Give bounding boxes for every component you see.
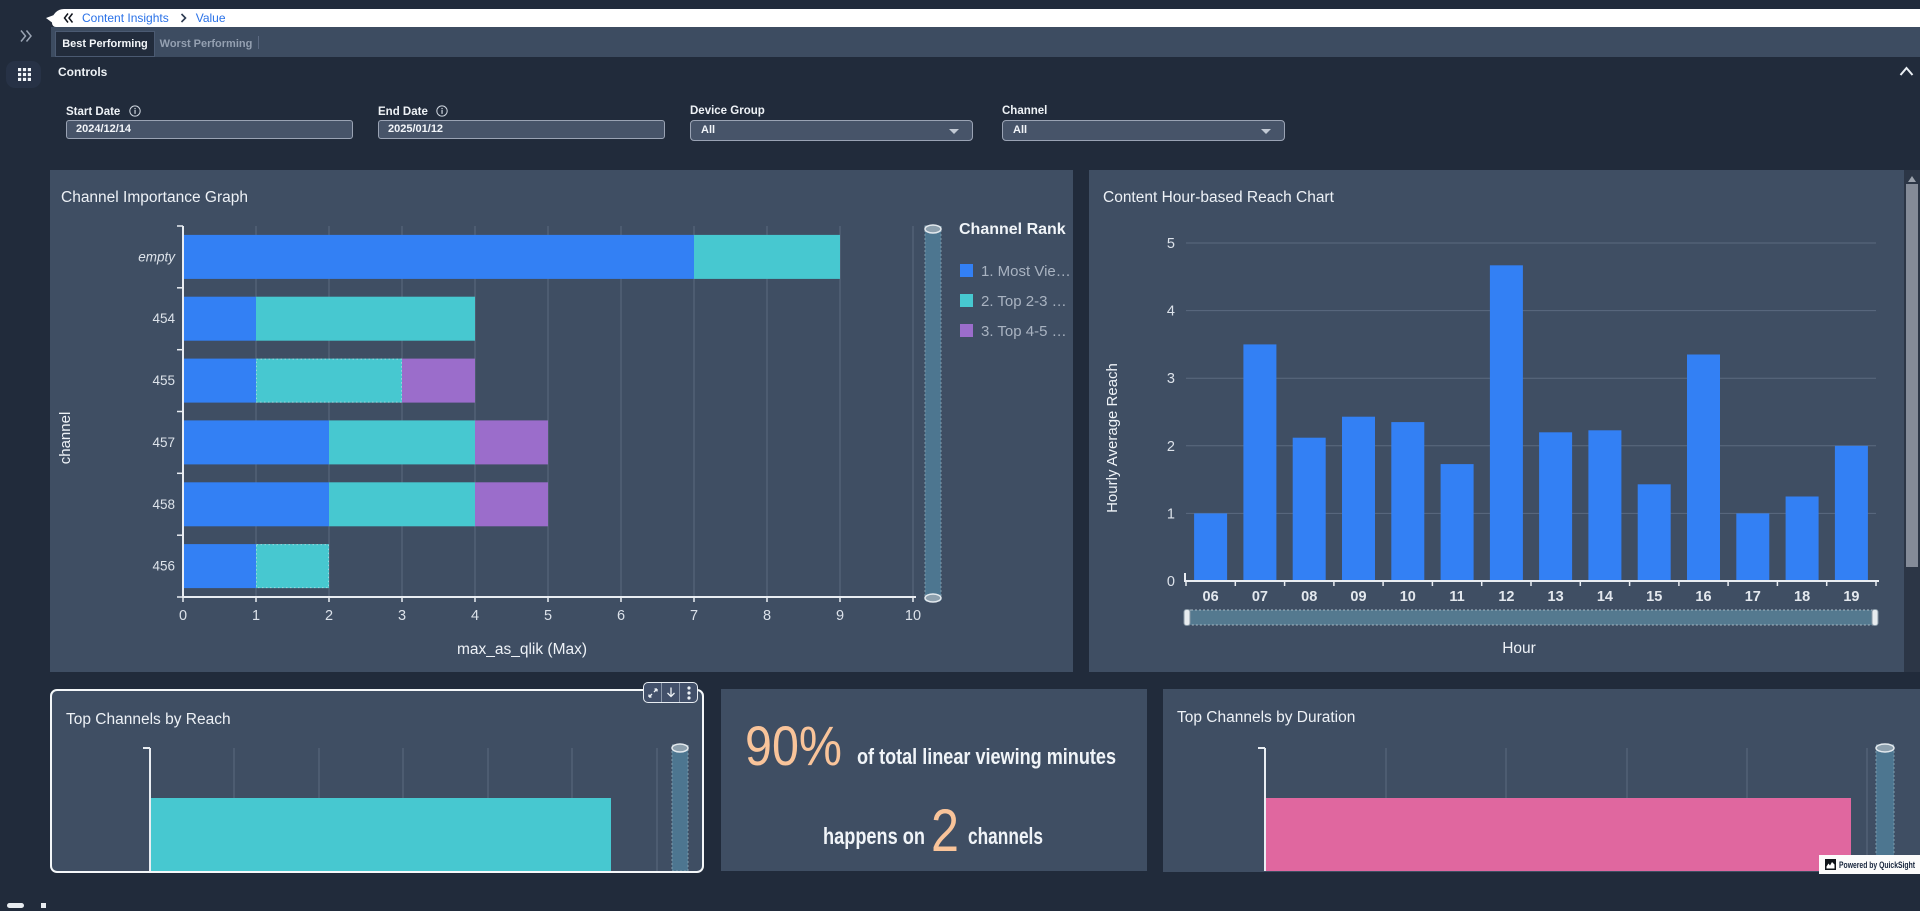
svg-text:16: 16 [1695, 589, 1711, 605]
svg-text:19: 19 [1843, 589, 1859, 605]
svg-text:channels: channels [968, 823, 1043, 849]
svg-text:455: 455 [152, 373, 175, 388]
svg-text:Hour: Hour [1502, 640, 1536, 657]
svg-text:3: 3 [398, 608, 406, 624]
svg-text:456: 456 [152, 559, 175, 574]
svg-text:2: 2 [325, 608, 333, 624]
svg-text:6: 6 [617, 608, 625, 624]
svg-text:12: 12 [1498, 589, 1514, 605]
svg-text:0: 0 [179, 608, 187, 624]
svg-text:2: 2 [931, 797, 959, 864]
svg-text:3. Top 4-5 …: 3. Top 4-5 … [981, 323, 1067, 340]
svg-text:9: 9 [836, 608, 844, 624]
svg-text:454: 454 [152, 311, 175, 326]
svg-text:10: 10 [905, 608, 921, 624]
svg-text:3: 3 [1167, 371, 1175, 387]
svg-text:Powered by QuickSight: Powered by QuickSight [1839, 860, 1915, 870]
svg-text:max_as_qlik (Max): max_as_qlik (Max) [457, 641, 587, 658]
svg-text:1. Most Vie…: 1. Most Vie… [981, 263, 1071, 280]
svg-text:2. Top 2-3 …: 2. Top 2-3 … [981, 293, 1067, 310]
svg-text:458: 458 [152, 497, 175, 512]
svg-text:15: 15 [1646, 589, 1662, 605]
svg-text:13: 13 [1548, 589, 1564, 605]
svg-text:empty: empty [138, 249, 176, 264]
svg-text:09: 09 [1350, 589, 1366, 605]
svg-text:4: 4 [471, 608, 479, 624]
svg-text:14: 14 [1597, 589, 1613, 605]
svg-text:2: 2 [1167, 439, 1175, 455]
svg-text:5: 5 [1167, 236, 1175, 252]
svg-text:18: 18 [1794, 589, 1810, 605]
svg-text:17: 17 [1745, 589, 1761, 605]
svg-text:Top Channels by Reach: Top Channels by Reach [66, 711, 231, 728]
svg-text:happens on: happens on [823, 823, 925, 849]
svg-text:4: 4 [1167, 304, 1175, 320]
svg-text:8: 8 [763, 608, 771, 624]
svg-text:Content Hour-based Reach Chart: Content Hour-based Reach Chart [1103, 189, 1335, 206]
svg-text:of total linear viewing minute: of total linear viewing minutes [857, 744, 1116, 769]
svg-text:457: 457 [152, 435, 175, 450]
svg-text:5: 5 [544, 608, 552, 624]
svg-text:08: 08 [1301, 589, 1317, 605]
svg-text:07: 07 [1252, 589, 1268, 605]
svg-text:06: 06 [1203, 589, 1219, 605]
svg-text:Hourly Average Reach: Hourly Average Reach [1104, 363, 1121, 513]
svg-text:11: 11 [1449, 589, 1464, 605]
svg-text:90%: 90% [745, 714, 842, 777]
svg-text:Channel Importance Graph: Channel Importance Graph [61, 189, 248, 206]
svg-text:7: 7 [690, 608, 698, 624]
svg-text:1: 1 [1167, 506, 1175, 522]
svg-text:1: 1 [252, 608, 260, 624]
svg-text:Channel Rank: Channel Rank [959, 221, 1066, 238]
svg-text:10: 10 [1400, 589, 1416, 605]
svg-text:channel: channel [57, 412, 74, 465]
svg-text:0: 0 [1167, 574, 1175, 590]
svg-text:Top Channels by Duration: Top Channels by Duration [1177, 709, 1355, 726]
